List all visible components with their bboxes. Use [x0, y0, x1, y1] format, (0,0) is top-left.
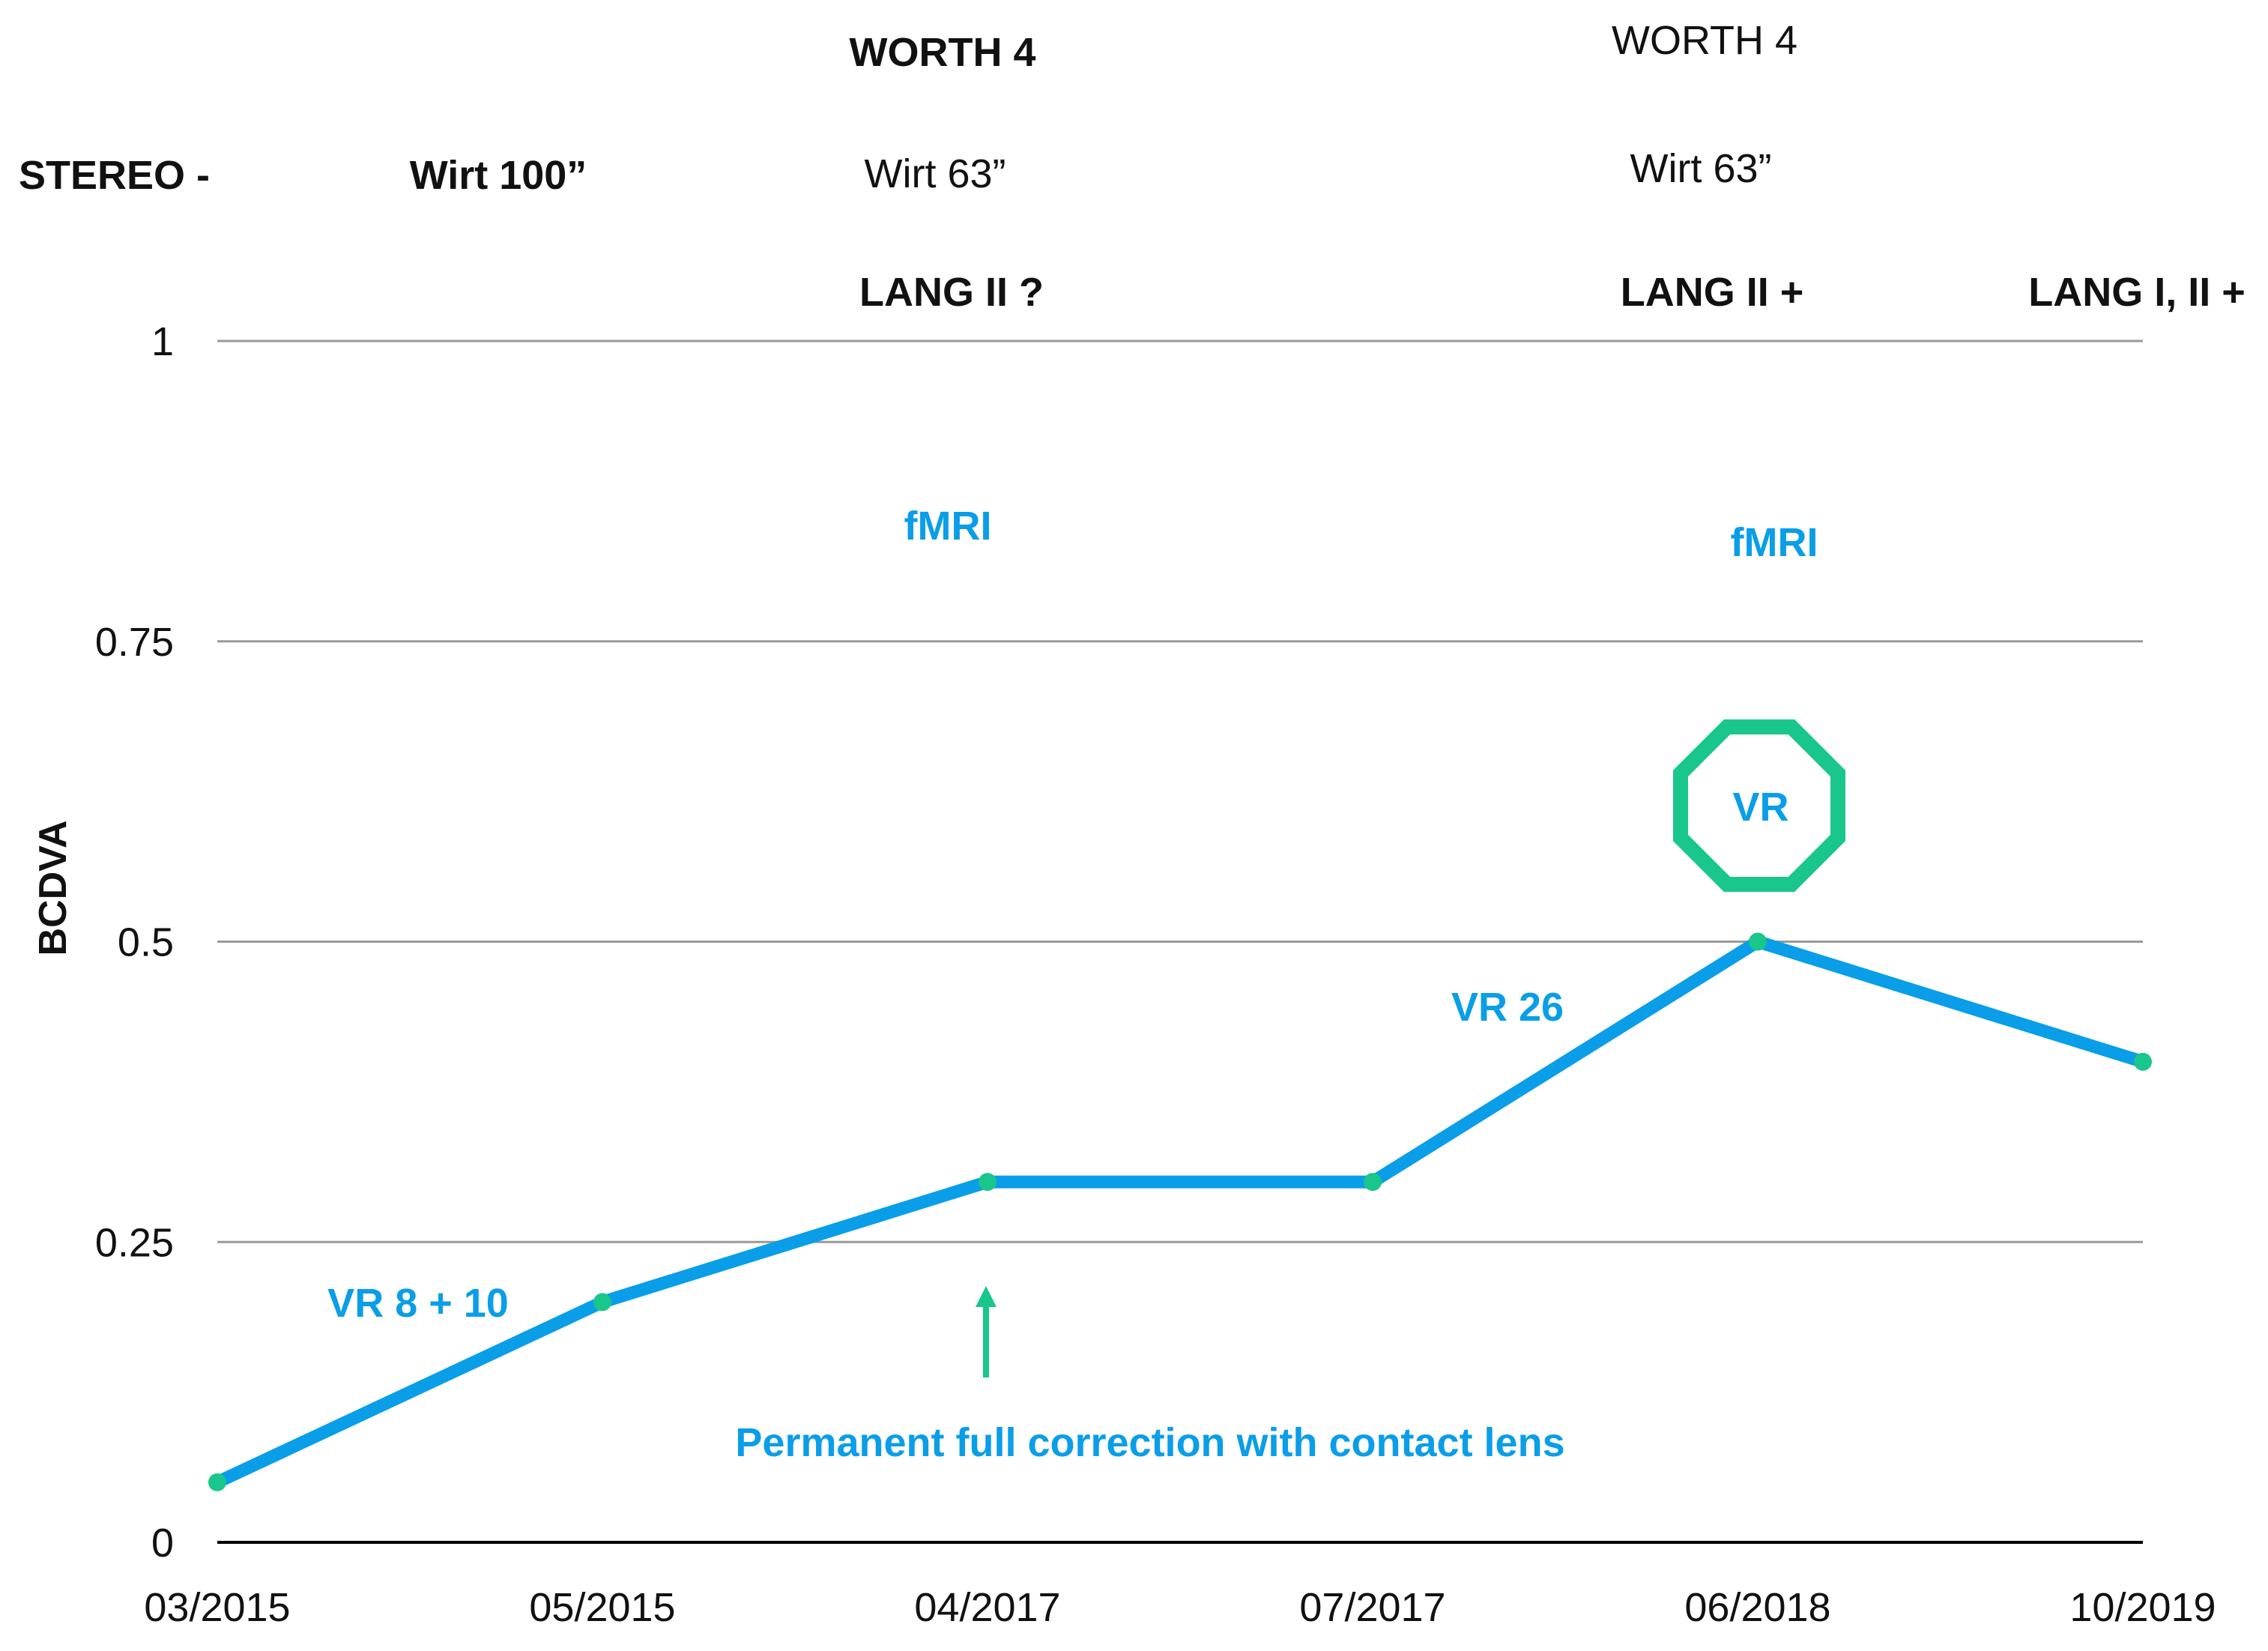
- y-axis-label: BCDVA: [31, 820, 75, 956]
- annotation-vr-26: VR 26: [1451, 985, 1564, 1030]
- header-stereo: STEREO -: [19, 153, 210, 198]
- header-wirt-63-1: Wirt 63”: [865, 151, 1006, 196]
- data-point: [979, 1173, 997, 1192]
- data-point: [1364, 1173, 1382, 1192]
- header-lang-1: LANG II ?: [859, 270, 1044, 315]
- header-wirt-63-2: Wirt 63”: [1630, 146, 1772, 191]
- octagon-icon: [1673, 719, 1845, 892]
- correction-arrow-head: [976, 1286, 997, 1307]
- x-tick-label: 10/2019: [2069, 1585, 2216, 1630]
- data-point: [593, 1293, 611, 1312]
- y-tick-labels: 0 0.25 0.5 0.75 1: [95, 319, 174, 1566]
- x-tick-label: 03/2015: [144, 1585, 290, 1630]
- correction-arrow: [976, 1286, 997, 1377]
- header-lang-2: LANG II +: [1621, 270, 1804, 315]
- x-tick-labels: 03/2015 05/2015 04/2017 07/2017 06/2018 10/20…: [144, 1585, 2216, 1630]
- header-lang-3: LANG I, II +: [2028, 270, 2246, 315]
- octagon-label: VR: [1732, 785, 1788, 830]
- x-tick-label: 04/2017: [914, 1585, 1060, 1630]
- header-worth-2: WORTH 4: [1612, 18, 1797, 63]
- annotation-vr-8-10: VR 8 + 10: [327, 1281, 509, 1326]
- y-tick-label: 0: [151, 1521, 174, 1566]
- data-point: [208, 1473, 226, 1491]
- y-tick-label: 0.75: [95, 620, 174, 665]
- data-point: [1749, 932, 1767, 951]
- vr-octagon-badge: VR: [1673, 719, 1845, 892]
- x-tick-label: 06/2018: [1684, 1585, 1830, 1630]
- y-tick-label: 0.25: [95, 1220, 174, 1265]
- gridlines: [217, 339, 2143, 1544]
- annotation-fmri-1: fMRI: [904, 504, 992, 549]
- header-wirt-100: Wirt 100”: [410, 153, 587, 198]
- annotation-fmri-2: fMRI: [1731, 520, 1818, 565]
- x-tick-label: 05/2015: [529, 1585, 675, 1630]
- data-markers: [208, 932, 2152, 1491]
- data-point: [2134, 1052, 2152, 1071]
- annotation-correction: Permanent full correction with contact l…: [735, 1420, 1564, 1465]
- header-worth-1: WORTH 4: [850, 30, 1036, 75]
- series-line: [211, 935, 2150, 1489]
- y-tick-label: 1: [151, 319, 174, 364]
- x-tick-label: 07/2017: [1299, 1585, 1445, 1630]
- y-tick-label: 0.5: [118, 920, 174, 965]
